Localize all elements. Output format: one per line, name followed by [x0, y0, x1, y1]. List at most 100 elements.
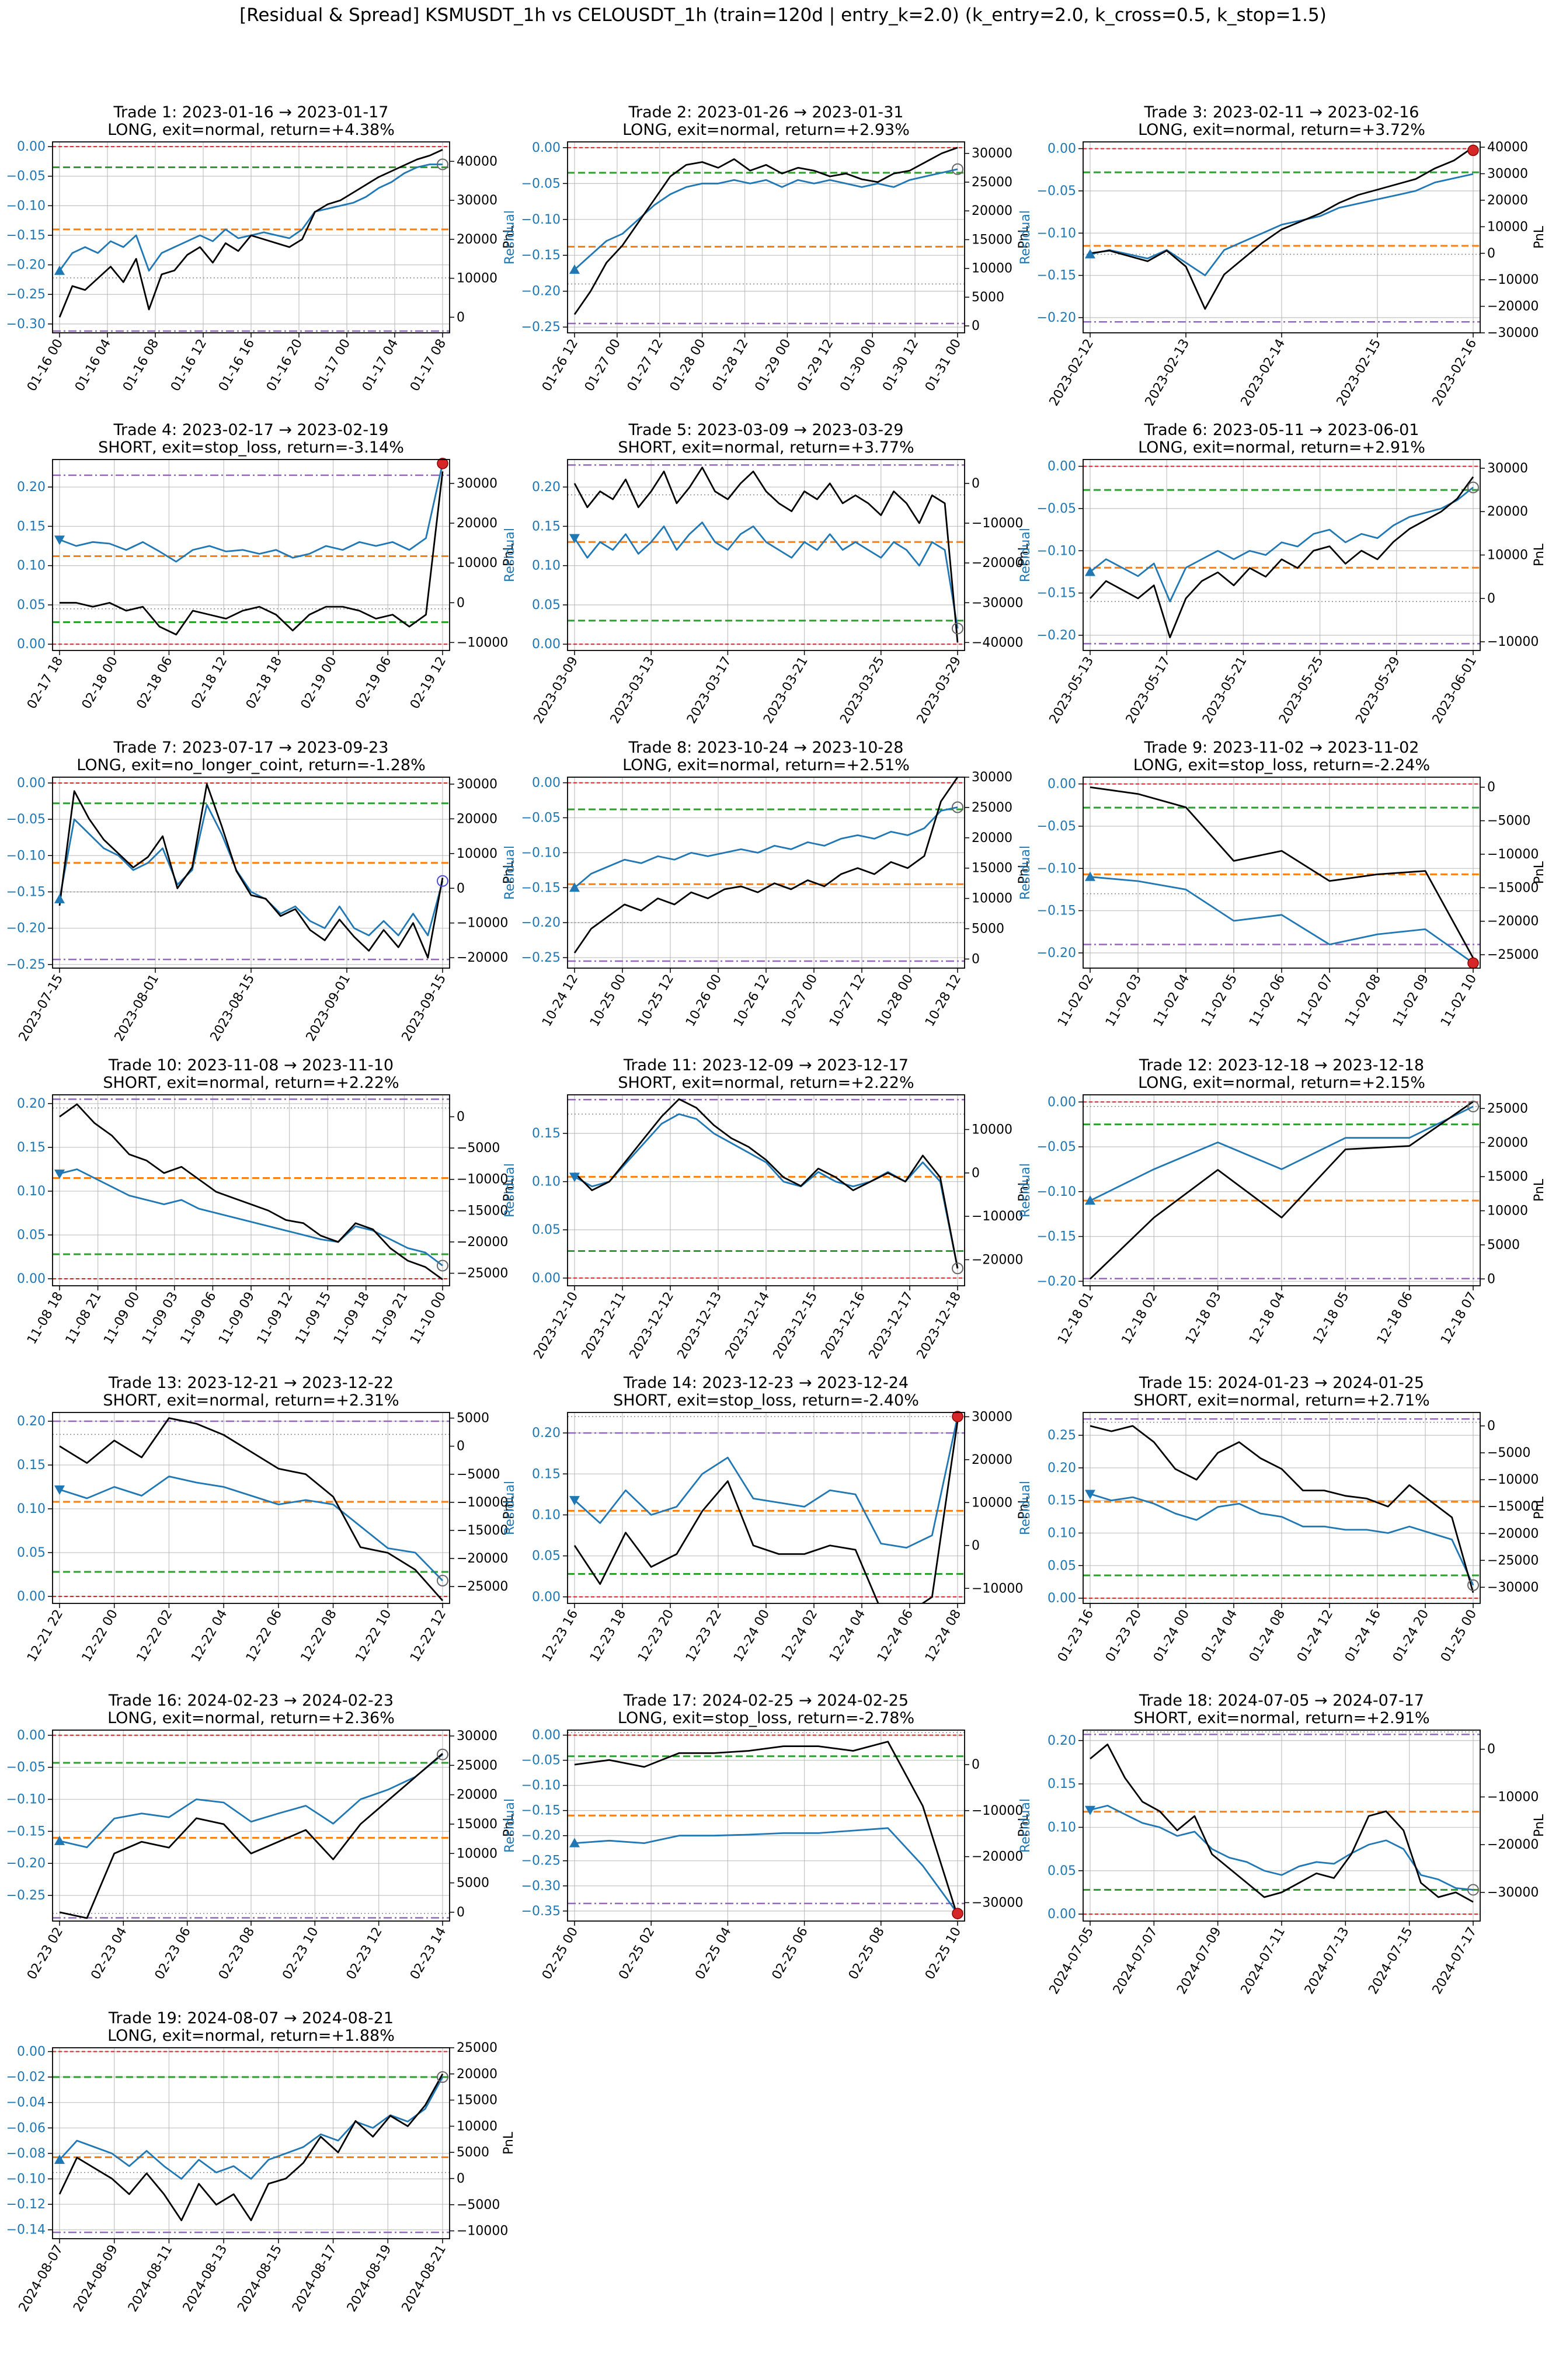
y-tick-label: −0.02 — [6, 2070, 46, 2085]
y2-tick-label: −20000 — [1487, 914, 1539, 929]
y-tick-label: 0.15 — [17, 1140, 46, 1155]
y2-tick-label: 25000 — [457, 2041, 497, 2055]
exit-marker — [952, 1262, 963, 1275]
y-tick-label: −0.10 — [521, 1779, 561, 1793]
subplot-subtitle: SHORT, exit=normal, return=+2.91% — [1133, 1709, 1429, 1727]
series — [59, 1103, 443, 1281]
y2-tick-label: 40000 — [1487, 140, 1528, 155]
y-tick-label: −0.10 — [521, 845, 561, 860]
y-tick-label: 0.00 — [17, 776, 46, 791]
y2-tick-label: 0 — [972, 319, 980, 333]
subplot-subtitle: SHORT, exit=stop_loss, return=-2.40% — [613, 1391, 919, 1410]
pnl-series-line — [59, 1103, 443, 1281]
y-tick-label: −0.06 — [6, 2121, 46, 2135]
entry-marker — [1085, 566, 1095, 576]
y-tick-label: 0.15 — [1048, 1494, 1076, 1508]
y2-tick-label: −25000 — [1487, 948, 1539, 962]
series — [574, 1741, 959, 1917]
subplot-subtitle: LONG, exit=normal, return=+2.93% — [622, 121, 910, 139]
subplot-title: Trade 7: 2023-07-17 → 2023-09-23 — [113, 739, 389, 757]
subplot-subtitle: LONG, exit=stop_loss, return=-2.78% — [618, 1709, 914, 1727]
pnl-series-line — [1090, 1744, 1474, 1903]
y2-tick-label: −10000 — [972, 1581, 1023, 1596]
subplot-subtitle: LONG, exit=normal, return=+4.38% — [107, 121, 395, 139]
y-axis-label: Residual — [1018, 1481, 1033, 1535]
y2-tick-label: 20000 — [457, 516, 497, 531]
level-lines — [1083, 1731, 1480, 1915]
y-tick-label: 0.00 — [1048, 1907, 1076, 1922]
y2-tick-label: 10000 — [457, 847, 497, 861]
y-axis-label: Residual — [1018, 528, 1033, 582]
y-tick-label: −0.20 — [6, 921, 46, 936]
y2-tick-label: −10000 — [1487, 847, 1539, 862]
y-tick-label: 0.05 — [532, 1223, 561, 1237]
y-axis-label: Residual — [503, 528, 517, 582]
y2-tick-label: 25000 — [972, 175, 1012, 190]
y2-tick-label: 0 — [972, 1166, 980, 1181]
entry-marker — [1085, 1490, 1095, 1499]
axes-frame — [52, 2047, 450, 2239]
subplot-title: Trade 8: 2023-10-24 → 2023-10-28 — [628, 739, 904, 757]
y-axis-label: Residual — [0, 1481, 2, 1535]
y2-tick-label: 30000 — [972, 1410, 1012, 1424]
y2-tick-label: 25000 — [457, 1758, 497, 1773]
y-tick-label: 0.15 — [17, 1458, 46, 1473]
pnl-series-line — [574, 1741, 959, 1917]
residual-series-line — [58, 803, 444, 937]
y2-tick-label: 10000 — [972, 892, 1012, 906]
y-tick-label: −0.15 — [6, 1824, 46, 1839]
series — [59, 1753, 443, 1919]
y2-tick-label: 30000 — [1487, 461, 1528, 476]
subplot-subtitle: SHORT, exit=normal, return=+2.71% — [1133, 1391, 1429, 1410]
entry-marker — [54, 535, 65, 545]
y-tick-label: 0.15 — [17, 519, 46, 534]
y2-axis-label: PnL — [502, 861, 516, 884]
y-axis-label: Residual — [503, 845, 517, 900]
y2-tick-label: 0 — [1487, 1742, 1495, 1757]
series — [573, 777, 959, 954]
exit-marker — [437, 1575, 448, 1586]
subplot-title: Trade 5: 2023-03-09 → 2023-03-29 — [628, 421, 904, 439]
exit-marker — [952, 1908, 963, 1919]
y2-tick-label: 5000 — [457, 1411, 489, 1426]
y-tick-label: 0.20 — [1048, 1734, 1076, 1748]
y-tick-label: 0.00 — [1048, 777, 1076, 792]
y2-tick-label: −10000 — [1487, 273, 1539, 287]
y-tick-label: 0.15 — [1048, 1777, 1076, 1791]
exit-marker — [952, 801, 963, 813]
y-tick-label: −0.05 — [6, 812, 46, 827]
y2-tick-label: 0 — [457, 1905, 465, 1920]
y2-tick-label: −15000 — [1487, 881, 1539, 895]
y2-tick-label: 10000 — [457, 2119, 497, 2134]
y-tick-label: −0.05 — [1037, 502, 1076, 516]
level-lines — [53, 782, 450, 961]
y2-tick-label: 15000 — [972, 232, 1012, 247]
y2-tick-label: 0 — [972, 952, 980, 966]
y2-tick-label: 0 — [457, 310, 465, 325]
y2-tick-label: −5000 — [1487, 1446, 1530, 1460]
y-tick-label: 0.05 — [532, 598, 561, 613]
subplot-subtitle: SHORT, exit=normal, return=+3.77% — [618, 439, 914, 457]
y2-tick-label: 30000 — [457, 193, 497, 208]
y2-axis-label: PnL — [1532, 225, 1547, 249]
subplot-title: Trade 13: 2023-12-21 → 2023-12-22 — [108, 1374, 394, 1392]
y2-tick-label: 20000 — [972, 831, 1012, 845]
y2-tick-label: −20000 — [972, 556, 1023, 570]
y-tick-label: 0.05 — [17, 1546, 46, 1560]
pnl-series-line — [1090, 786, 1474, 959]
series — [1090, 786, 1474, 964]
y-tick-label: −0.05 — [521, 810, 561, 825]
y2-tick-label: −30000 — [972, 596, 1023, 610]
series — [58, 149, 443, 318]
y-tick-label: −0.10 — [1037, 1185, 1076, 1199]
y2-tick-label: 5000 — [972, 290, 1004, 305]
y-tick-label: −0.25 — [521, 320, 561, 335]
pnl-series-line — [59, 1753, 443, 1919]
subplot-subtitle: SHORT, exit=normal, return=+2.22% — [103, 1074, 399, 1092]
exit-marker — [1467, 957, 1479, 969]
pnl-series-line — [58, 2073, 444, 2222]
level-lines — [53, 2051, 450, 2233]
y-tick-label: 0.10 — [1048, 1526, 1076, 1540]
y2-axis-label: PnL — [1532, 543, 1547, 566]
y-tick-label: 0.00 — [17, 1728, 46, 1743]
